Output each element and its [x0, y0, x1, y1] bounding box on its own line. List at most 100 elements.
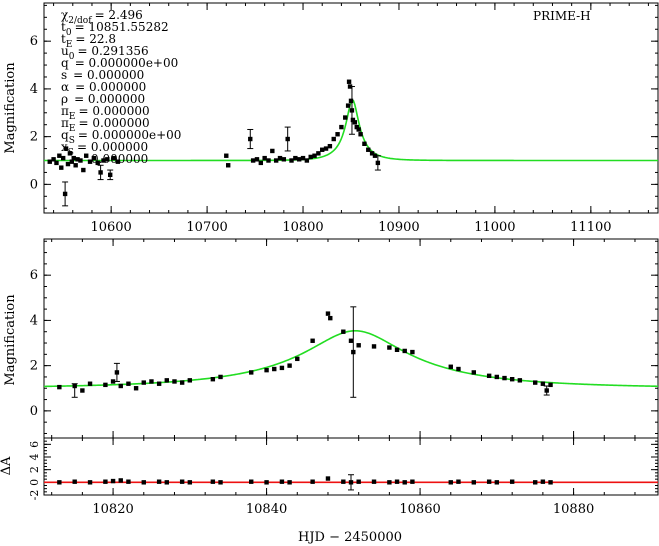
data-point: [517, 378, 523, 383]
data-point: [410, 349, 415, 355]
data-point: [105, 157, 110, 162]
y-tick-label: -2: [28, 490, 41, 501]
data-point: [456, 366, 461, 372]
data-point: [47, 159, 52, 164]
data-point: [304, 158, 310, 163]
data-point: [471, 370, 476, 375]
data-point: [103, 382, 108, 388]
data-point: [254, 157, 260, 162]
y-tick-label: 0: [30, 177, 38, 192]
data-point: [325, 476, 331, 481]
fit-param: πE = 0.000000: [61, 104, 150, 122]
data-point: [272, 366, 277, 372]
data-point: [362, 141, 367, 146]
x-tick-label: 10700: [186, 220, 227, 235]
data-point: [224, 153, 229, 158]
fit-param: u0 = 0.291356: [61, 44, 149, 62]
data-point: [354, 124, 359, 130]
y-tick-label: 6: [30, 34, 38, 49]
data-point: [71, 155, 76, 161]
data-point: [339, 124, 344, 130]
data-point: [375, 160, 381, 166]
model-curve: [44, 329, 658, 388]
y-tick-label: 2: [30, 130, 38, 145]
fit-param: q = 0.000000e+00: [61, 56, 178, 70]
data-point: [218, 374, 223, 380]
x-tick-label: 10600: [90, 220, 131, 235]
data-point: [51, 157, 56, 162]
y-tick-label: 6: [30, 268, 38, 283]
y-tick-label: 0: [28, 479, 41, 486]
fit-param: ρ = 0.000000: [61, 92, 145, 106]
data-point: [347, 84, 353, 89]
data-point: [111, 155, 117, 161]
data-point: [310, 479, 315, 484]
data-point: [494, 480, 500, 485]
data-point: [285, 136, 290, 142]
data-point: [548, 382, 553, 388]
data-point: [341, 329, 346, 334]
data-point: [287, 363, 292, 368]
data-point: [352, 120, 358, 125]
fit-param: α = 0.000000: [61, 80, 146, 94]
top-panel-frame: [43, 2, 659, 214]
data-point: [80, 388, 85, 393]
residual-panel: 10820 10840 10860 10880 -2 0 2 4 6 ΔA HJD − 2450…: [0, 437, 659, 545]
data-point: [486, 479, 492, 484]
data-point: [156, 381, 162, 386]
data-point: [341, 479, 346, 484]
data-point: [279, 479, 285, 484]
data-point: [387, 480, 392, 485]
data-point: [366, 147, 371, 152]
data-point: [264, 367, 269, 373]
data-point: [218, 480, 223, 485]
data-point: [310, 338, 315, 343]
data-point: [57, 480, 62, 485]
x-tick-label: 10900: [378, 220, 419, 235]
data-point: [348, 98, 354, 104]
data-point: [328, 315, 333, 321]
data-point: [289, 158, 294, 163]
data-point: [110, 478, 116, 484]
data-point: [448, 480, 453, 485]
fit-param: χ2/dof = 2.496: [61, 8, 143, 26]
y-tick-label: 4: [30, 82, 38, 97]
data-point: [502, 375, 507, 381]
data-point: [300, 155, 306, 161]
data-point: [210, 479, 216, 484]
fit-param: t0 = 10851.55282: [61, 20, 169, 38]
data-point: [114, 370, 120, 375]
data-point: [187, 378, 193, 383]
data-point: [410, 479, 415, 484]
data-point: [126, 381, 131, 386]
data-point: [356, 127, 361, 132]
data-point: [308, 154, 313, 160]
x-tick-label: 10800: [282, 220, 323, 235]
data-point: [72, 383, 77, 389]
data-point: [325, 311, 331, 316]
x-tick-label: 10880: [553, 502, 594, 517]
fit-param: 0.000000: [91, 152, 148, 166]
data-point: [62, 191, 68, 197]
data-point: [63, 146, 69, 151]
data-point: [91, 155, 97, 161]
data-point: [533, 480, 538, 485]
data-point: [126, 479, 131, 484]
data-point: [141, 480, 146, 485]
data-point: [345, 103, 351, 108]
y-tick-label: 4: [28, 454, 41, 461]
fit-param: qS = 0.000000e+00: [61, 128, 181, 146]
data-point: [509, 479, 515, 484]
x-axis-label: HJD − 2450000: [298, 530, 402, 545]
data-point: [270, 148, 275, 154]
data-point: [72, 479, 77, 484]
data-point: [98, 170, 103, 175]
y-tick-label: 2: [30, 359, 38, 374]
data-point: [279, 365, 285, 371]
data-point: [164, 378, 169, 383]
top-ylabel: Magnification: [3, 62, 18, 154]
data-point: [540, 479, 546, 484]
data-point: [346, 79, 352, 84]
data-point: [133, 386, 139, 391]
data-point: [372, 153, 378, 158]
